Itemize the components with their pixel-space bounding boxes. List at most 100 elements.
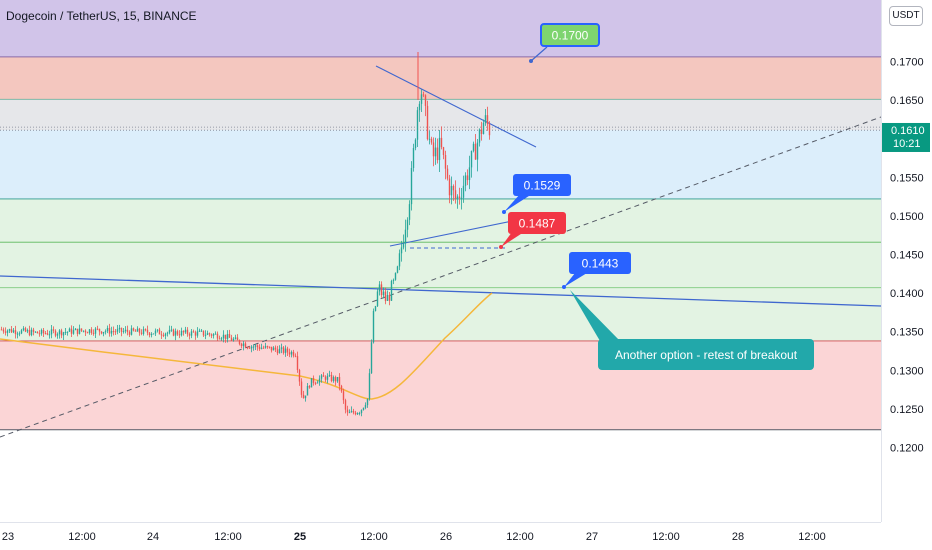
candle-body [420, 94, 423, 104]
candle-body [430, 138, 433, 143]
candle-body [126, 329, 129, 332]
price-tick-label: 0.1650 [890, 95, 924, 107]
retest-callout-box [598, 339, 814, 370]
drawn-lines [0, 65, 882, 438]
candle-body [464, 175, 467, 186]
candle-body [472, 143, 475, 151]
time-tick-label: 12:00 [68, 531, 96, 543]
candle-body [14, 330, 17, 334]
candle-body [380, 284, 383, 296]
candle-body [224, 334, 227, 340]
candle-body [384, 291, 387, 301]
candle-body [80, 328, 83, 331]
candle-body [132, 328, 135, 331]
candle-body [416, 110, 419, 140]
breakout-pointer [504, 194, 532, 212]
candle-body [202, 330, 205, 336]
candle-body [72, 330, 75, 334]
candle-body [316, 382, 319, 384]
candle-body [372, 310, 375, 343]
retest-callout-text: Another option - retest of breakout [615, 348, 798, 362]
candle-body [70, 328, 73, 334]
candle-body [264, 346, 267, 348]
candle-body [392, 279, 395, 282]
candle-body [194, 332, 197, 336]
price-tick-label: 0.1400 [890, 288, 924, 300]
candle-body [338, 376, 341, 386]
candle-body [390, 281, 393, 301]
candle-body [200, 330, 203, 332]
candle-body [406, 219, 409, 230]
candle-body [260, 347, 263, 349]
low-label-box [508, 212, 566, 234]
candle-body [62, 332, 65, 336]
candle-body [356, 413, 359, 415]
candle-body [100, 331, 103, 334]
price-tick-label: 0.1700 [890, 57, 924, 69]
time-tick-label: 25 [294, 531, 306, 543]
candle-body [74, 328, 77, 331]
candle-body [82, 330, 85, 332]
candle-body [266, 346, 269, 348]
candle-body [170, 329, 173, 331]
candle-body [186, 329, 189, 335]
candle-body [32, 329, 35, 332]
candle-body [404, 229, 407, 244]
candle-body [58, 330, 61, 335]
candle-body [210, 334, 213, 336]
candle-body [300, 381, 303, 395]
candle-body [154, 330, 157, 334]
candle-body [56, 334, 59, 336]
zone-lightgreen [0, 198, 881, 341]
candle-body [382, 291, 385, 296]
candle-body [426, 105, 429, 140]
candle-body [308, 385, 311, 388]
candle-body [344, 400, 347, 410]
candle-body [342, 391, 345, 401]
candle-body [292, 351, 295, 356]
candle-body [116, 329, 119, 332]
candle-body [488, 124, 491, 136]
candle-body [180, 330, 183, 336]
candle-body [34, 331, 37, 333]
annotation-labels: 0.1700 0.1529 0.1487 0.1443 Another option -… [499, 23, 814, 370]
candle-body [436, 147, 439, 161]
candle-body [274, 347, 277, 350]
candle-body [278, 348, 281, 354]
candle-body [424, 95, 427, 106]
candle-body [262, 347, 265, 349]
candle-body [470, 150, 473, 168]
candle-body [42, 330, 45, 334]
candle-body [286, 348, 289, 353]
candle-body [232, 338, 235, 341]
candle-body [320, 375, 323, 379]
candle-body [434, 147, 437, 157]
candle-body [396, 266, 399, 273]
candle-body [36, 331, 39, 334]
candle-body [328, 374, 331, 376]
price-zones [0, 0, 881, 430]
zone-purple [0, 0, 881, 57]
candle-body [24, 328, 27, 332]
candle-body [184, 329, 187, 333]
candle-body [136, 328, 139, 332]
candle-body [28, 330, 31, 336]
candles [0, 52, 491, 417]
dashed-uptrend-line [0, 116, 882, 438]
candle-body [394, 272, 397, 280]
wedge-lower-line [389, 219, 518, 247]
candle-body [122, 331, 125, 333]
candle-body [30, 329, 33, 336]
currency-badge[interactable]: USDT [889, 6, 923, 26]
candle-body [112, 330, 115, 332]
candle-body [168, 329, 171, 333]
candle-body [368, 373, 371, 399]
candle-body [96, 328, 99, 330]
candle-body [16, 333, 19, 335]
candle-body [336, 376, 339, 382]
candle-body [444, 155, 447, 169]
price-axis-background [881, 0, 932, 550]
candle-body [94, 328, 97, 334]
candle-body [128, 331, 131, 335]
